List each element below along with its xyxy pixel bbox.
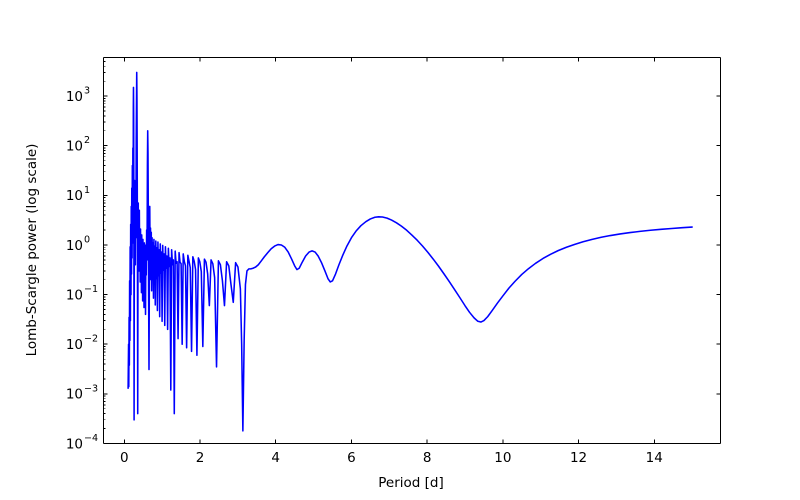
y-tick-label-mantissa: 10 xyxy=(66,139,83,155)
y-tick-label: 10 −4 xyxy=(66,433,98,452)
y-tick-label-exponent: −3 xyxy=(84,383,98,394)
x-axis-label: Period [d] xyxy=(378,475,444,491)
x-tick-label: 4 xyxy=(271,450,280,466)
x-axis-ticks xyxy=(123,57,655,444)
periodogram-series-line xyxy=(127,71,693,432)
y-tick-label-exponent: 2 xyxy=(84,135,90,146)
y-axis-label: Lomb-Scargle power (log scale) xyxy=(24,144,40,357)
y-tick-label-mantissa: 10 xyxy=(66,188,83,204)
y-tick-label-exponent: −1 xyxy=(84,284,98,295)
x-tick-label: 14 xyxy=(646,450,663,466)
y-tick-label-mantissa: 10 xyxy=(66,287,83,303)
y-tick-label: 10 0 xyxy=(66,234,90,253)
y-tick-label-exponent: 0 xyxy=(84,234,90,245)
x-tick-label: 0 xyxy=(120,450,129,466)
x-tick-label: 8 xyxy=(423,450,432,466)
x-axis-tick-labels: 0 2 4 6 8 10 12 14 xyxy=(120,450,663,466)
x-tick-label: 10 xyxy=(494,450,511,466)
x-tick-label: 2 xyxy=(196,450,205,466)
x-tick-label: 12 xyxy=(570,450,587,466)
y-tick-label: 10 3 xyxy=(66,86,90,105)
y-tick-label-mantissa: 10 xyxy=(66,436,83,452)
y-tick-label: 10 1 xyxy=(66,185,90,204)
x-tick-label: 6 xyxy=(347,450,356,466)
y-tick-label: 10 −1 xyxy=(66,284,98,303)
y-axis-ticks xyxy=(103,57,721,444)
y-tick-label-exponent: −4 xyxy=(84,433,98,444)
data-series-layer xyxy=(127,71,693,432)
y-tick-label-mantissa: 10 xyxy=(66,337,83,353)
y-tick-label-mantissa: 10 xyxy=(66,238,83,254)
y-tick-label-exponent: −2 xyxy=(84,334,98,345)
y-tick-label: 10 2 xyxy=(66,135,90,154)
y-tick-label: 10 −3 xyxy=(66,383,98,402)
y-tick-label-mantissa: 10 xyxy=(66,89,83,105)
y-tick-label: 10 −2 xyxy=(66,334,98,353)
y-tick-label-mantissa: 10 xyxy=(66,387,83,403)
y-tick-label-exponent: 3 xyxy=(84,86,90,97)
y-tick-label-exponent: 1 xyxy=(84,185,90,196)
